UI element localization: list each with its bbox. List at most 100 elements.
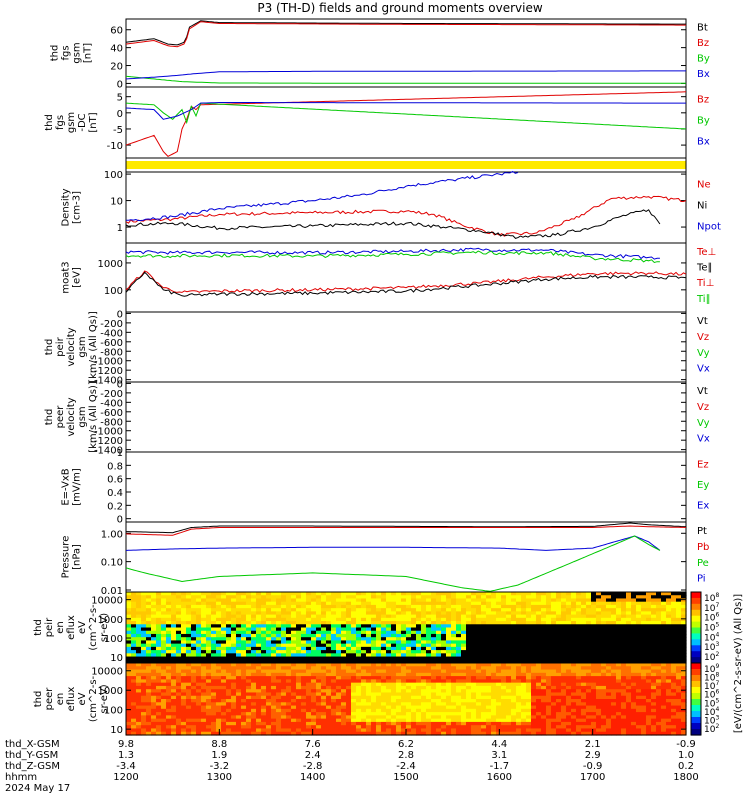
heatmap-cell (321, 630, 327, 635)
heatmap-cell (201, 663, 207, 667)
heatmap-cell (141, 611, 147, 616)
heatmap-cell (271, 640, 277, 645)
heatmap-cell (481, 608, 487, 612)
heatmap-cell (171, 676, 177, 680)
heatmap-cell (236, 637, 242, 642)
heatmap-cell (486, 712, 492, 716)
heatmap-cell (361, 705, 367, 710)
heatmap-cell (541, 695, 547, 700)
heatmap-cell (431, 676, 437, 680)
heatmap-cell (186, 630, 192, 635)
heatmap-cell (231, 692, 237, 697)
heatmap-cell (251, 682, 257, 687)
heatmap-cell (651, 650, 657, 654)
heatmap-cell (386, 721, 392, 726)
heatmap-cell (656, 633, 662, 638)
heatmap-cell (196, 702, 202, 707)
heatmap-cell (181, 695, 187, 700)
heatmap-cell (331, 672, 337, 677)
heatmap-cell (436, 695, 442, 700)
heatmap-cell (201, 728, 207, 733)
heatmap-cell (406, 617, 412, 622)
heatmap-cell (331, 663, 337, 667)
heatmap-cell (261, 666, 267, 671)
heatmap-cell (606, 715, 612, 720)
heatmap-cell (411, 692, 417, 697)
heatmap-cell (406, 692, 412, 697)
heatmap-cell (541, 640, 547, 645)
heatmap-cell (316, 676, 322, 680)
heatmap-cell (386, 614, 392, 619)
heatmap-cell (401, 695, 407, 700)
heatmap-cell (156, 718, 162, 723)
heatmap-cell (281, 666, 287, 671)
heatmap-cell (386, 708, 392, 713)
heatmap-cell (311, 725, 317, 730)
heatmap-cell (581, 659, 587, 664)
heatmap-cell (271, 725, 277, 730)
heatmap-cell (201, 731, 207, 736)
heatmap-cell (431, 695, 437, 700)
heatmap-cell (386, 715, 392, 720)
heatmap-cell (176, 653, 182, 658)
heatmap-cell (556, 653, 562, 658)
heatmap-cell (416, 685, 422, 690)
heatmap-cell (636, 731, 642, 736)
heatmap-cell (341, 633, 347, 638)
heatmap-cell (546, 676, 552, 680)
heatmap-cell (246, 650, 252, 654)
heatmap-cell (291, 627, 297, 632)
heatmap-cell (516, 656, 522, 661)
heatmap-cell (491, 595, 497, 600)
heatmap-cell (231, 604, 237, 609)
heatmap-cell (611, 731, 617, 736)
heatmap-cell (461, 728, 467, 733)
heatmap-cell (221, 725, 227, 730)
heatmap-cell (511, 650, 517, 654)
heatmap-cell (561, 718, 567, 723)
heatmap-cell (301, 646, 307, 651)
heatmap-cell (261, 689, 267, 694)
heatmap-cell (451, 682, 457, 687)
heatmap-cell (416, 633, 422, 638)
heatmap-cell (616, 679, 622, 684)
heatmap-cell (176, 692, 182, 697)
heatmap-cell (161, 699, 167, 703)
heatmap-cell (446, 702, 452, 707)
heatmap-cell (161, 598, 167, 603)
heatmap-cell (566, 621, 572, 625)
heatmap-cell (621, 702, 627, 707)
heatmap-cell (451, 718, 457, 723)
heatmap-cell (286, 712, 292, 716)
heatmap-cell (371, 592, 377, 596)
heatmap-cell (341, 646, 347, 651)
heatmap-cell (521, 715, 527, 720)
heatmap-cell (261, 621, 267, 625)
heatmap-cell (236, 646, 242, 651)
heatmap-cell (426, 656, 432, 661)
heatmap-cell (356, 699, 362, 703)
heatmap-cell (586, 685, 592, 690)
heatmap-cell (666, 637, 672, 642)
series-line-Ni (125, 209, 661, 239)
heatmap-cell (486, 689, 492, 694)
heatmap-cell (446, 672, 452, 677)
heatmap-cell (281, 637, 287, 642)
heatmap-cell (456, 643, 462, 648)
heatmap-cell (271, 617, 277, 622)
heatmap-cell (361, 728, 367, 733)
heatmap-cell (166, 621, 172, 625)
heatmap-cell (161, 695, 167, 700)
heatmap-cell (301, 659, 307, 664)
heatmap-cell (681, 624, 687, 629)
heatmap-cell (506, 614, 512, 619)
heatmap-cell (181, 715, 187, 720)
heatmap-cell (126, 663, 132, 667)
heatmap-cell (286, 682, 292, 687)
heatmap-cell (351, 699, 357, 703)
heatmap-cell (641, 643, 647, 648)
heatmap-cell (171, 630, 177, 635)
heatmap-cell (371, 646, 377, 651)
heatmap-cell (441, 731, 447, 736)
